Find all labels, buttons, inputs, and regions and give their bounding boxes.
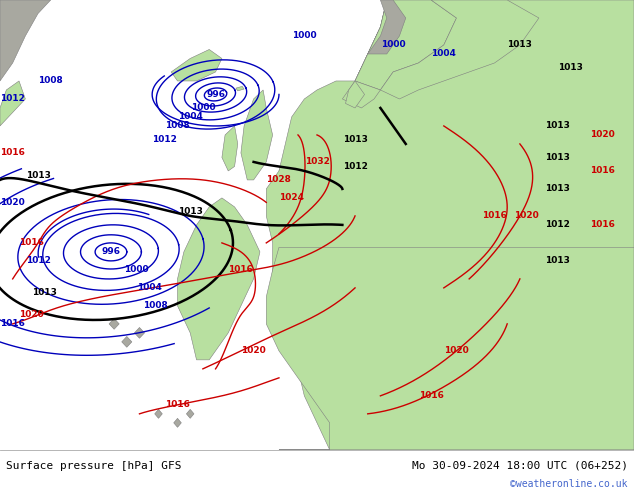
Polygon shape — [342, 81, 380, 108]
Text: 1013: 1013 — [545, 256, 571, 266]
Text: 1024: 1024 — [279, 194, 304, 202]
Text: 1008: 1008 — [143, 301, 168, 310]
Text: 1013: 1013 — [178, 207, 203, 216]
Text: 1008: 1008 — [165, 122, 190, 130]
Text: 1000: 1000 — [191, 103, 215, 113]
Text: 1012: 1012 — [25, 256, 51, 266]
Text: 1020: 1020 — [444, 346, 469, 355]
Text: 1016: 1016 — [590, 167, 615, 175]
Polygon shape — [171, 49, 222, 81]
Text: 1016: 1016 — [165, 400, 190, 409]
Text: 1013: 1013 — [545, 153, 571, 162]
Text: 1013: 1013 — [558, 63, 583, 72]
Text: 1020: 1020 — [514, 211, 539, 220]
Text: 1020: 1020 — [19, 310, 44, 319]
Text: 1016: 1016 — [590, 220, 615, 229]
Text: Surface pressure [hPa] GFS: Surface pressure [hPa] GFS — [6, 461, 182, 471]
Polygon shape — [122, 337, 132, 347]
Text: 1016: 1016 — [19, 239, 44, 247]
Text: 1004: 1004 — [431, 49, 456, 58]
Polygon shape — [266, 247, 634, 450]
Text: 1012: 1012 — [545, 220, 571, 229]
Polygon shape — [178, 198, 260, 360]
Polygon shape — [109, 318, 119, 329]
Polygon shape — [0, 81, 25, 126]
Text: 1013: 1013 — [32, 288, 57, 297]
Polygon shape — [368, 0, 406, 54]
Text: 1013: 1013 — [545, 184, 571, 194]
Text: 1032: 1032 — [304, 157, 330, 167]
Text: Mo 30-09-2024 18:00 UTC (06+252): Mo 30-09-2024 18:00 UTC (06+252) — [411, 461, 628, 471]
Text: 1020: 1020 — [241, 346, 266, 355]
Polygon shape — [0, 0, 51, 81]
Text: 1016: 1016 — [0, 148, 25, 157]
Polygon shape — [174, 418, 181, 427]
Text: 1012: 1012 — [152, 135, 178, 144]
Polygon shape — [222, 126, 238, 171]
Text: 996: 996 — [206, 90, 225, 99]
Text: 1012: 1012 — [0, 95, 25, 103]
Polygon shape — [346, 81, 365, 108]
Text: 1016: 1016 — [0, 319, 25, 328]
Text: 1020: 1020 — [0, 198, 25, 207]
Text: ©weatheronline.co.uk: ©weatheronline.co.uk — [510, 479, 628, 489]
Polygon shape — [266, 0, 634, 450]
Polygon shape — [241, 90, 273, 180]
Polygon shape — [380, 0, 539, 99]
Polygon shape — [186, 409, 194, 418]
Text: 1008: 1008 — [38, 76, 63, 85]
Polygon shape — [236, 86, 244, 91]
Polygon shape — [279, 0, 634, 450]
Text: 1020: 1020 — [590, 130, 615, 140]
Text: 1013: 1013 — [507, 41, 533, 49]
Polygon shape — [355, 0, 456, 90]
Polygon shape — [134, 327, 145, 338]
Text: 1016: 1016 — [418, 392, 444, 400]
Text: 1013: 1013 — [342, 135, 368, 144]
Polygon shape — [155, 409, 162, 418]
Text: 1004: 1004 — [178, 112, 203, 122]
Text: 1013: 1013 — [25, 171, 51, 180]
Text: 1000: 1000 — [381, 41, 405, 49]
Text: 1013: 1013 — [545, 122, 571, 130]
Text: 1012: 1012 — [342, 162, 368, 171]
Text: 1016: 1016 — [228, 266, 254, 274]
Text: 1000: 1000 — [124, 266, 148, 274]
Text: 1016: 1016 — [482, 211, 507, 220]
Text: 1028: 1028 — [266, 175, 292, 184]
Text: 996: 996 — [101, 247, 120, 256]
Text: 1004: 1004 — [136, 283, 162, 293]
Text: 1000: 1000 — [292, 31, 316, 41]
